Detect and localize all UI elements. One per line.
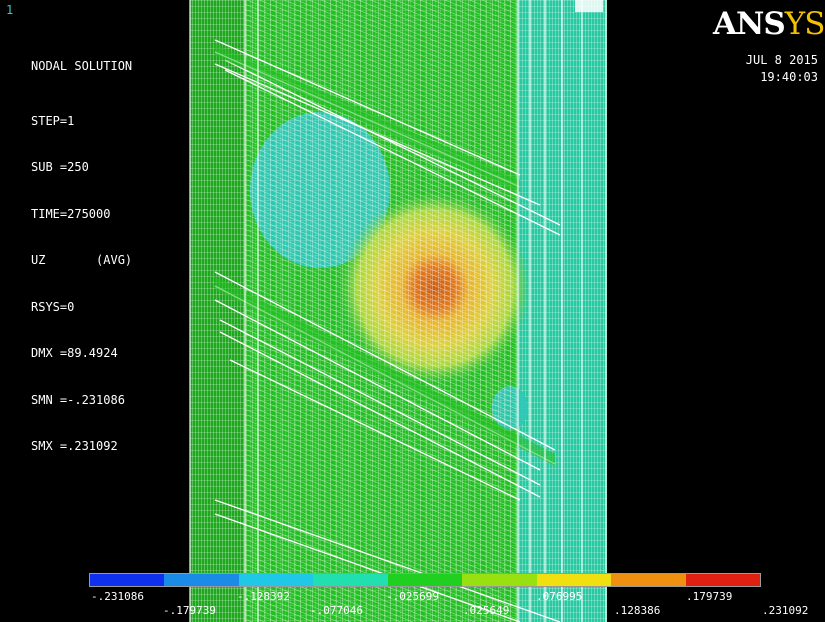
legend-label-9: .231092 [762, 604, 809, 617]
info-step: STEP=1 [31, 113, 75, 128]
datetime: JUL 8 2015 19:40:03 [718, 52, 818, 86]
legend-swatch [685, 574, 760, 586]
solution-info: NODAL SOLUTION STEP=1 SUB =250 TIME=2750… [31, 28, 132, 486]
frame-lines [189, 0, 607, 622]
date-label: JUL 8 2015 [745, 53, 818, 67]
legend-swatch [462, 574, 537, 586]
legend-label-6: .076995 [536, 590, 583, 603]
time-label: 19:40:03 [760, 70, 818, 84]
info-smx: SMX =.231092 [31, 439, 118, 453]
info-smn: SMN =-.231086 [31, 392, 125, 407]
legend-label-1: -.179739 [163, 604, 216, 617]
logo-ys: YS [784, 6, 825, 42]
info-rsys: RSYS=0 [31, 299, 75, 314]
stiffeners [214, 39, 561, 622]
legend-swatch [313, 574, 388, 586]
legend-label-8: .179739 [686, 590, 733, 603]
info-dmx: DMX =89.4924 [31, 346, 118, 360]
legend-label-2: -.128392 [237, 590, 290, 603]
window-number: 1 [6, 3, 14, 17]
legend-label-5: .025649 [463, 604, 510, 617]
stiffener-bands [215, 44, 555, 466]
contour-legend-bar [89, 573, 761, 587]
legend-swatch [536, 574, 612, 586]
logo-an: ANS [713, 6, 786, 42]
info-quantity: UZ (AVG) [31, 253, 133, 267]
legend-swatch [611, 574, 686, 586]
legend-swatch [90, 574, 165, 586]
ansys-logo: ANSYS [713, 6, 825, 42]
legend-swatch [238, 574, 314, 586]
legend-label-3: -.077046 [310, 604, 363, 617]
legend-label-4: -.025699 [386, 590, 439, 603]
info-time: TIME=275000 [31, 206, 111, 221]
legend-label-7: .128386 [614, 604, 661, 617]
info-title: NODAL SOLUTION [31, 59, 133, 73]
corner-block [575, 0, 603, 12]
legend-label-0: -.231086 [91, 590, 144, 603]
info-sub: SUB =250 [31, 160, 89, 174]
legend-swatch [387, 574, 463, 586]
legend-swatch [164, 574, 239, 586]
